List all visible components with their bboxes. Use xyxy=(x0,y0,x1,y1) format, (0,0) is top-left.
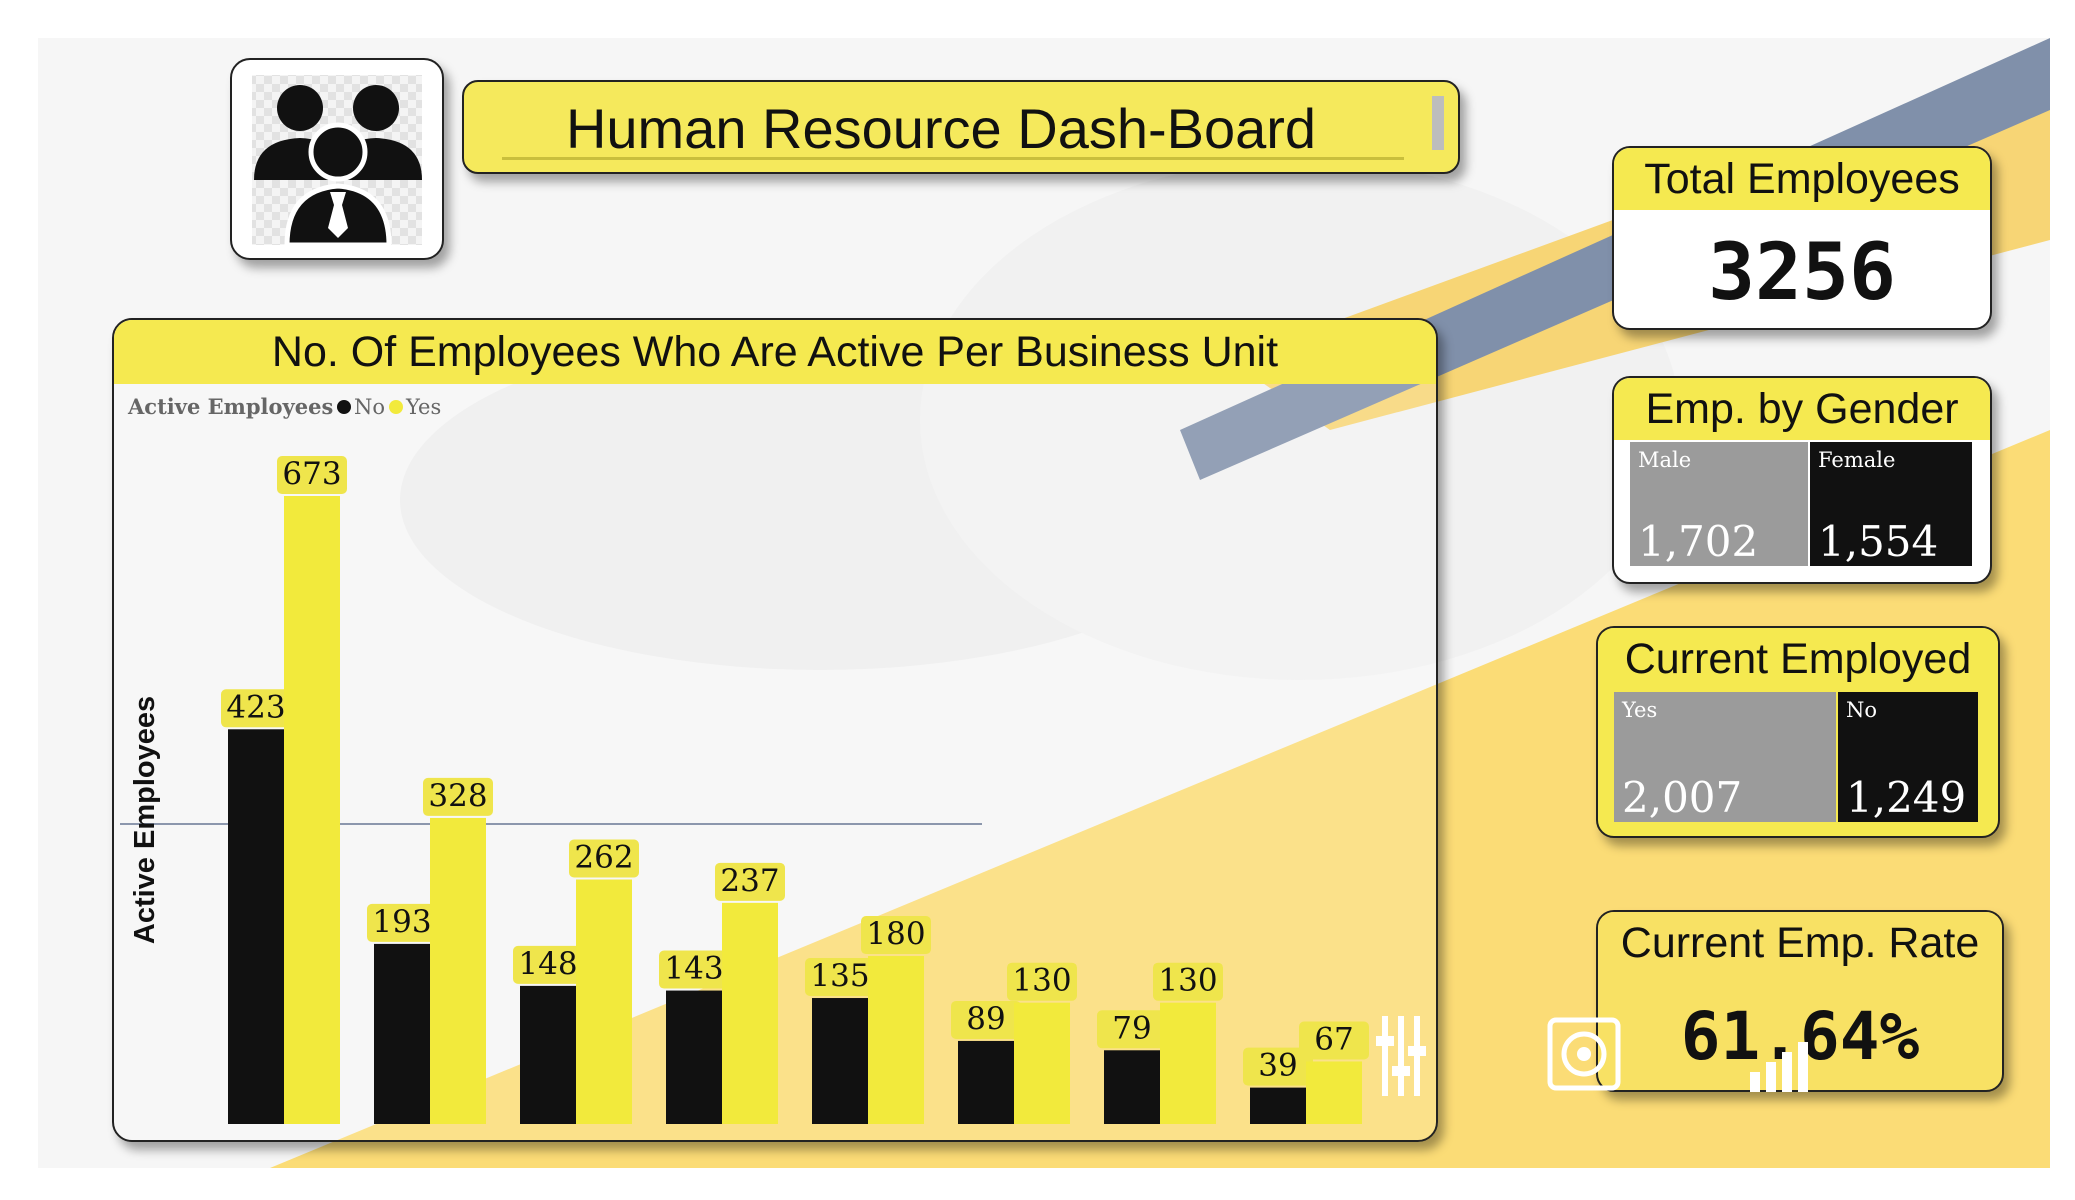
data-label-bg xyxy=(221,689,291,728)
gender-card-label: Emp. by Gender xyxy=(1614,378,1990,440)
data-label-bg xyxy=(659,950,729,989)
data-label-bg xyxy=(951,1000,1021,1039)
total-employees-value: 3256 xyxy=(1708,228,1896,318)
total-employees-label: Total Employees xyxy=(1614,148,1990,210)
gender-card: Emp. by Gender Male 1,702 Female 1,554 xyxy=(1612,376,1992,584)
employed-yes-tile[interactable]: Yes 2,007 xyxy=(1614,692,1836,822)
bar-yes xyxy=(722,902,778,1124)
employed-no-value: 1,249 xyxy=(1846,773,1967,822)
female-value: 1,554 xyxy=(1818,517,1939,566)
employed-yes-value: 2,007 xyxy=(1622,773,1743,822)
bar-yes xyxy=(1014,1002,1070,1124)
employed-yes-label: Yes xyxy=(1622,698,1658,722)
total-employees-card: Total Employees 3256 xyxy=(1612,146,1992,330)
scrollbar-thumb[interactable] xyxy=(1432,96,1444,150)
male-tile[interactable]: Male 1,702 xyxy=(1630,442,1808,566)
bar-yes xyxy=(430,817,486,1124)
legend-marker-yes xyxy=(389,400,403,414)
x-tick-label: Dunedin xyxy=(827,1133,908,1136)
female-label: Female xyxy=(1818,448,1896,472)
legend-label-no: No xyxy=(354,395,385,419)
x-tick-label: Wellington xyxy=(378,1133,481,1136)
data-label-bg xyxy=(423,777,493,816)
bar-yes xyxy=(868,956,924,1124)
bar-no xyxy=(520,985,576,1124)
data-label: 89 xyxy=(966,1001,1005,1037)
bar-no xyxy=(666,990,722,1124)
bar-no xyxy=(958,1040,1014,1124)
data-label: 148 xyxy=(518,946,577,982)
bar-no xyxy=(228,729,284,1124)
data-label: 130 xyxy=(1158,963,1217,999)
chart-title: No. Of Employees Who Are Active Per Busi… xyxy=(271,328,1279,376)
bar-chart: Active Employees No Yes Active Employees 423… xyxy=(120,394,1369,1136)
employed-no-tile[interactable]: No 1,249 xyxy=(1838,692,1978,822)
data-label: 328 xyxy=(428,778,487,814)
data-label-bg xyxy=(277,456,347,494)
male-label: Male xyxy=(1638,448,1692,472)
data-label-bg xyxy=(367,903,437,942)
x-tick-label: Hamilton xyxy=(677,1133,766,1136)
bar-yes xyxy=(1160,1002,1216,1124)
data-label: 135 xyxy=(810,958,869,994)
bar-yes xyxy=(284,496,340,1124)
male-value: 1,702 xyxy=(1638,517,1759,566)
growth-chart-icon xyxy=(1750,1042,1808,1092)
data-label-bg xyxy=(1243,1047,1313,1086)
y-axis-label: Active Employees xyxy=(129,696,161,944)
x-tick-label: Nelson xyxy=(1126,1133,1193,1136)
data-label-bg xyxy=(861,916,931,955)
data-label: 130 xyxy=(1012,963,1071,999)
bar-no xyxy=(374,943,430,1124)
people-group-icon xyxy=(252,75,422,248)
chart-card: No. Of Employees Who Are Active Per Busi… xyxy=(112,318,1438,1142)
employed-no-label: No xyxy=(1846,698,1878,722)
data-label: 180 xyxy=(866,916,925,952)
title-underline xyxy=(502,157,1404,160)
data-label: 79 xyxy=(1112,1010,1151,1046)
data-label-bg xyxy=(513,945,583,984)
x-tick-label: Manukau xyxy=(969,1133,1059,1136)
legend-title: Active Employees xyxy=(127,394,333,419)
x-tick-label: North Shore xyxy=(1246,1133,1366,1136)
bar-no xyxy=(1250,1087,1306,1124)
data-label-bg xyxy=(1097,1010,1167,1049)
data-label: 262 xyxy=(574,840,633,876)
data-label: 39 xyxy=(1258,1048,1297,1084)
data-label: 67 xyxy=(1314,1021,1353,1057)
target-icon xyxy=(1547,1017,1621,1091)
current-employed-label: Current Employed xyxy=(1598,628,1998,690)
bar-no xyxy=(1104,1050,1160,1124)
bar-yes xyxy=(576,879,632,1124)
data-label: 423 xyxy=(226,689,285,725)
data-label: 673 xyxy=(282,456,341,492)
female-tile[interactable]: Female 1,554 xyxy=(1810,442,1972,566)
data-label-bg xyxy=(1007,962,1077,1001)
bar-yes xyxy=(1306,1061,1362,1124)
bar-no xyxy=(812,998,868,1124)
x-tick-label: Christchurch xyxy=(513,1133,639,1136)
data-label-bg xyxy=(1153,962,1223,1001)
legend-label-yes: Yes xyxy=(405,395,441,419)
data-label: 193 xyxy=(372,904,431,940)
data-label-bg xyxy=(805,958,875,997)
page-title: Human Resource Dash-Board xyxy=(565,97,1317,160)
sliders-icon xyxy=(1376,1016,1426,1096)
employment-rate-label: Current Emp. Rate xyxy=(1598,912,2002,974)
data-label-bg xyxy=(569,839,639,878)
dashboard-title-banner: Human Resource Dash-Board xyxy=(462,80,1460,174)
x-tick-label: Auckland xyxy=(238,1133,329,1136)
data-label: 237 xyxy=(720,863,779,899)
logo-card xyxy=(230,58,444,260)
chart-header: No. Of Employees Who Are Active Per Busi… xyxy=(114,320,1436,384)
legend-marker-no xyxy=(337,400,351,414)
data-label-bg xyxy=(1299,1021,1369,1060)
data-label-bg xyxy=(715,862,785,901)
data-label: 143 xyxy=(664,951,723,987)
current-employed-card: Current Employed Yes 2,007 No 1,249 xyxy=(1596,626,2000,838)
